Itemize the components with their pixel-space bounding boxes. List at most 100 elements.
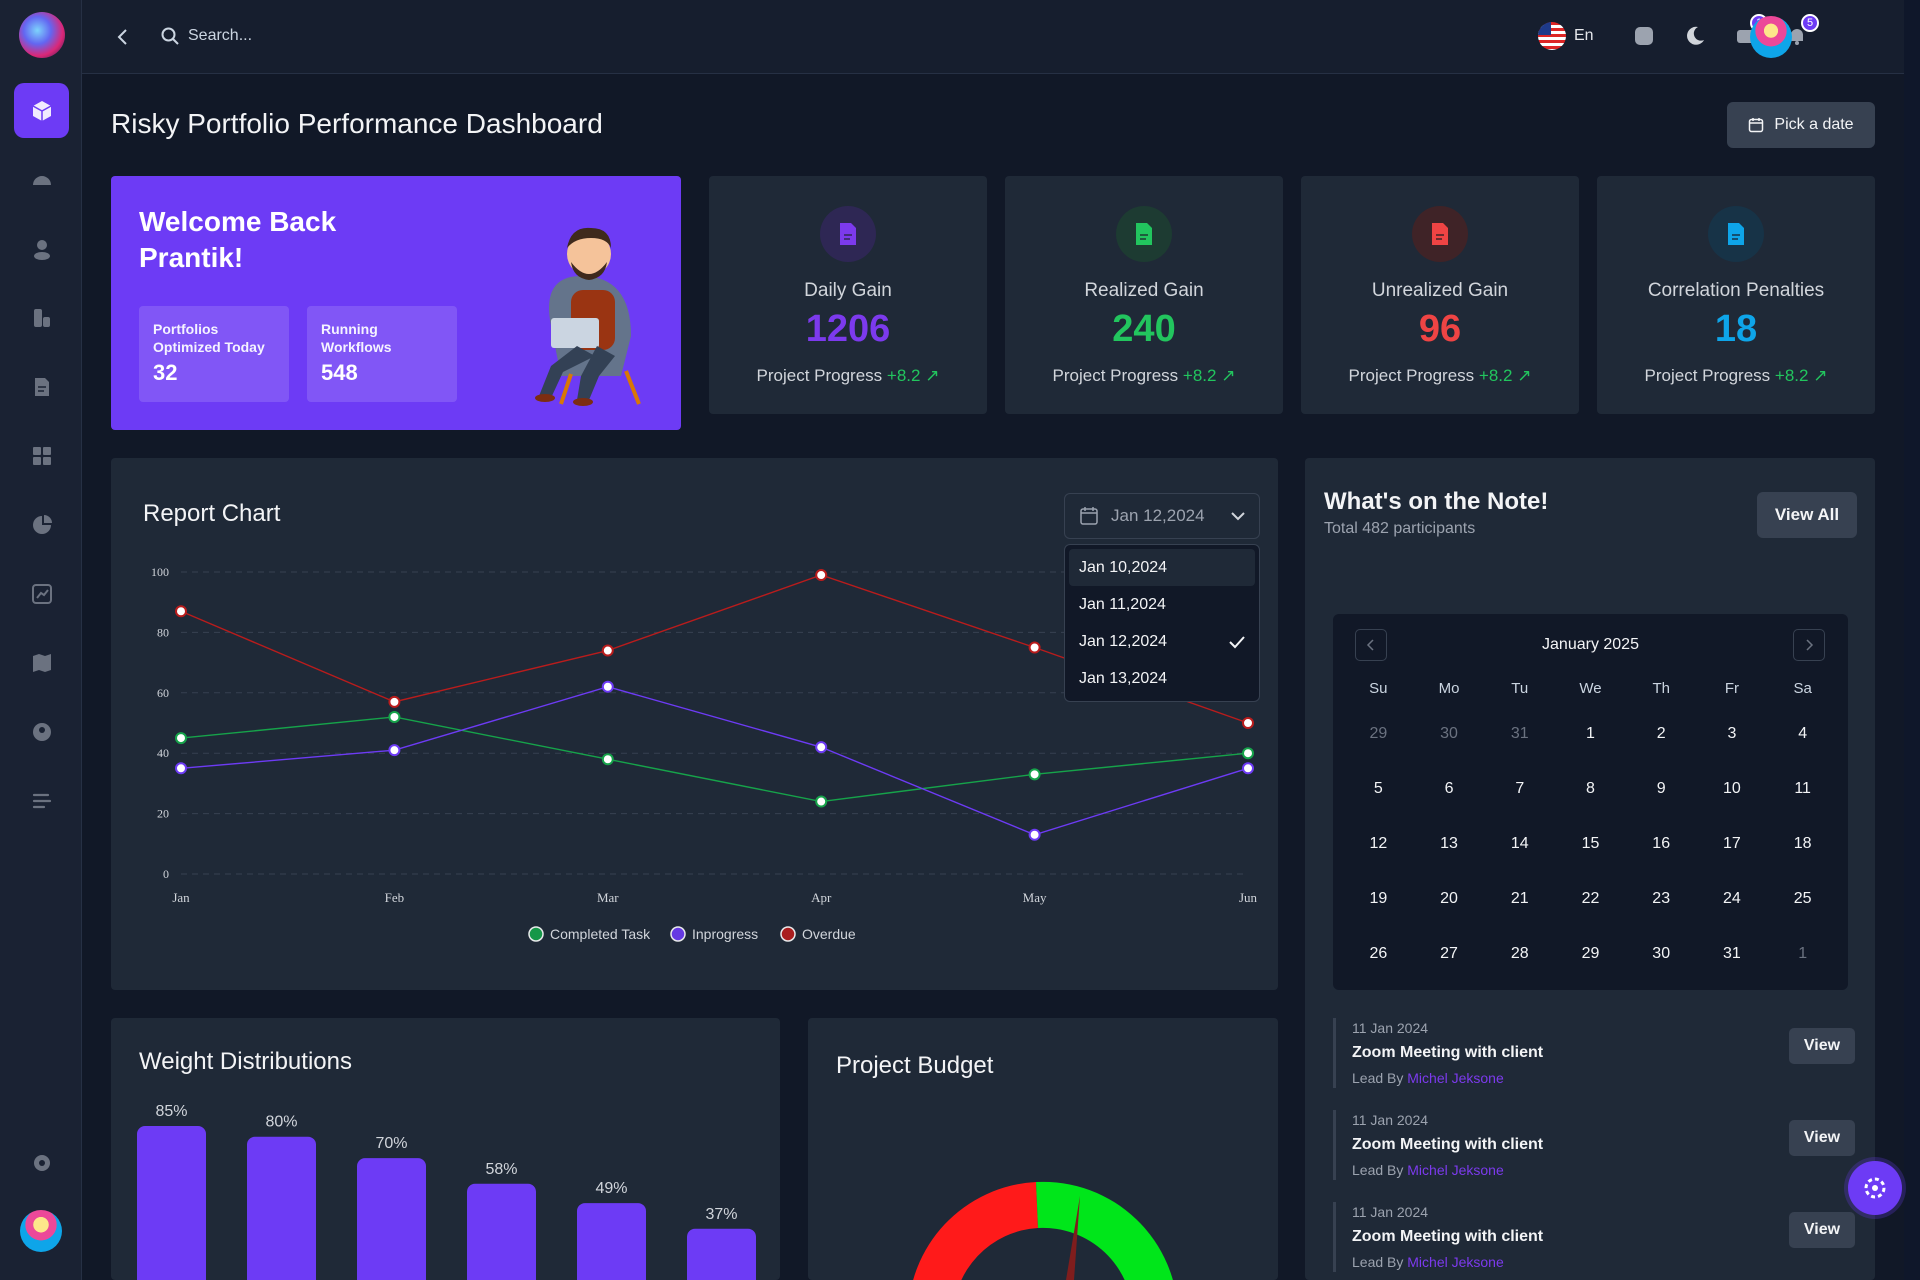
lead-name[interactable]: Michel Jeksone <box>1407 1254 1504 1270</box>
bar[interactable] <box>467 1183 536 1280</box>
calendar-day[interactable]: 27 <box>1440 944 1458 962</box>
event-view-button[interactable]: View <box>1789 1120 1855 1156</box>
user-avatar[interactable] <box>1750 16 1792 58</box>
calendar-day[interactable]: 30 <box>1652 944 1671 962</box>
calendar-day[interactable]: 1 <box>1798 944 1808 962</box>
data-point[interactable] <box>1242 717 1254 729</box>
sidebar-item-analytics[interactable] <box>14 152 69 207</box>
data-point[interactable] <box>1028 768 1041 781</box>
calendar-day[interactable]: 26 <box>1369 944 1388 962</box>
lead-name[interactable]: Michel Jeksone <box>1407 1070 1504 1086</box>
calendar-day[interactable]: 17 <box>1723 834 1741 852</box>
data-point[interactable] <box>815 795 828 808</box>
fullscreen-button[interactable] <box>1630 22 1658 50</box>
search-input[interactable] <box>188 20 588 52</box>
legend-label[interactable]: Completed Task <box>550 926 651 942</box>
calendar-day[interactable]: 31 <box>1723 944 1741 962</box>
bar[interactable] <box>137 1126 206 1280</box>
sidebar-avatar[interactable] <box>20 1210 62 1252</box>
calendar-day[interactable]: 29 <box>1369 724 1388 742</box>
calendar-day[interactable]: 16 <box>1652 834 1671 852</box>
calendar-day[interactable]: 6 <box>1444 779 1454 797</box>
lead-name[interactable]: Michel Jeksone <box>1407 1162 1504 1178</box>
notifications-button[interactable]: 5 <box>1783 14 1819 50</box>
event-view-button[interactable]: View <box>1789 1212 1855 1248</box>
next-month-button[interactable] <box>1793 629 1825 661</box>
calendar-day[interactable]: 8 <box>1586 779 1595 797</box>
calendar-day[interactable]: 2 <box>1656 724 1666 742</box>
calendar-day[interactable]: 10 <box>1723 779 1741 797</box>
calendar-day[interactable]: 21 <box>1510 889 1529 907</box>
data-point[interactable] <box>1028 641 1041 654</box>
back-button[interactable] <box>110 24 136 50</box>
calendar-day[interactable]: 3 <box>1727 724 1737 742</box>
calendar-day[interactable]: 12 <box>1369 834 1388 852</box>
date-option[interactable]: Jan 11,2024 <box>1069 586 1255 623</box>
settings-fab[interactable] <box>1848 1161 1902 1215</box>
bar[interactable] <box>247 1136 316 1280</box>
calendar-day[interactable]: 24 <box>1723 889 1741 907</box>
data-point[interactable] <box>175 762 187 775</box>
calendar-day[interactable]: 15 <box>1581 834 1600 852</box>
prev-month-button[interactable] <box>1355 629 1387 661</box>
date-option[interactable]: Jan 10,2024 <box>1069 549 1255 586</box>
calendar-day[interactable]: 11 <box>1794 779 1811 797</box>
page-scrollbar[interactable] <box>1904 0 1920 1280</box>
data-point[interactable] <box>388 710 401 723</box>
sidebar-item-dashboard[interactable] <box>14 83 69 138</box>
sidebar-item-maps[interactable] <box>14 635 69 690</box>
pick-date-button[interactable]: Pick a date <box>1727 102 1875 148</box>
theme-toggle-button[interactable] <box>1681 22 1709 50</box>
legend-label[interactable]: Overdue <box>802 926 856 942</box>
data-point[interactable] <box>175 732 187 745</box>
date-option-selected[interactable]: Jan 12,2024 <box>1069 623 1255 660</box>
calendar-day[interactable]: 1 <box>1586 724 1595 742</box>
date-option[interactable]: Jan 13,2024 <box>1069 660 1255 697</box>
sidebar-item-widgets[interactable] <box>14 428 69 483</box>
calendar-day[interactable]: 29 <box>1581 944 1600 962</box>
calendar-day[interactable]: 25 <box>1793 889 1812 907</box>
sidebar-item-settings[interactable] <box>14 1135 69 1190</box>
sidebar-item-users[interactable] <box>14 221 69 276</box>
calendar-day[interactable]: 20 <box>1440 889 1458 907</box>
calendar-day[interactable]: 30 <box>1440 724 1458 742</box>
calendar-day[interactable]: 23 <box>1652 889 1671 907</box>
view-all-button[interactable]: View All <box>1757 492 1857 538</box>
bar[interactable] <box>577 1203 646 1280</box>
language-selector[interactable]: En <box>1538 22 1594 50</box>
data-point[interactable] <box>1242 762 1254 775</box>
calendar-day[interactable]: 18 <box>1793 834 1812 852</box>
calendar-day[interactable]: 31 <box>1510 724 1529 742</box>
data-point[interactable] <box>815 741 828 754</box>
date-select[interactable]: Jan 12,2024 <box>1064 493 1260 539</box>
data-point[interactable] <box>1242 747 1254 760</box>
sidebar-item-reports[interactable] <box>14 290 69 345</box>
calendar-day[interactable]: 5 <box>1373 779 1383 797</box>
bar[interactable] <box>687 1228 756 1280</box>
data-point[interactable] <box>601 753 614 766</box>
event-view-button[interactable]: View <box>1789 1028 1855 1064</box>
bar[interactable] <box>357 1158 426 1280</box>
data-point[interactable] <box>175 605 187 618</box>
calendar-day[interactable]: 28 <box>1510 944 1529 962</box>
calendar-day[interactable]: 19 <box>1369 889 1388 907</box>
data-point[interactable] <box>601 680 614 693</box>
calendar-day[interactable]: 4 <box>1798 724 1808 742</box>
data-point[interactable] <box>815 569 828 582</box>
sidebar-item-menu[interactable] <box>14 773 69 828</box>
data-point[interactable] <box>601 644 614 657</box>
calendar-day[interactable]: 9 <box>1656 779 1666 797</box>
calendar-day[interactable]: 13 <box>1440 834 1458 852</box>
sidebar-item-statistics[interactable] <box>14 566 69 621</box>
sidebar-item-profile[interactable] <box>14 704 69 759</box>
calendar-day[interactable]: 14 <box>1510 834 1529 852</box>
data-point[interactable] <box>1028 828 1041 841</box>
calendar-day[interactable]: 22 <box>1581 889 1600 907</box>
sidebar-item-charts[interactable] <box>14 497 69 552</box>
calendar-day[interactable]: 7 <box>1515 779 1525 797</box>
legend-label[interactable]: Inprogress <box>692 926 758 942</box>
data-point[interactable] <box>388 744 401 757</box>
sidebar-item-documents[interactable] <box>14 359 69 414</box>
data-point[interactable] <box>388 695 401 708</box>
app-logo[interactable] <box>19 12 65 58</box>
